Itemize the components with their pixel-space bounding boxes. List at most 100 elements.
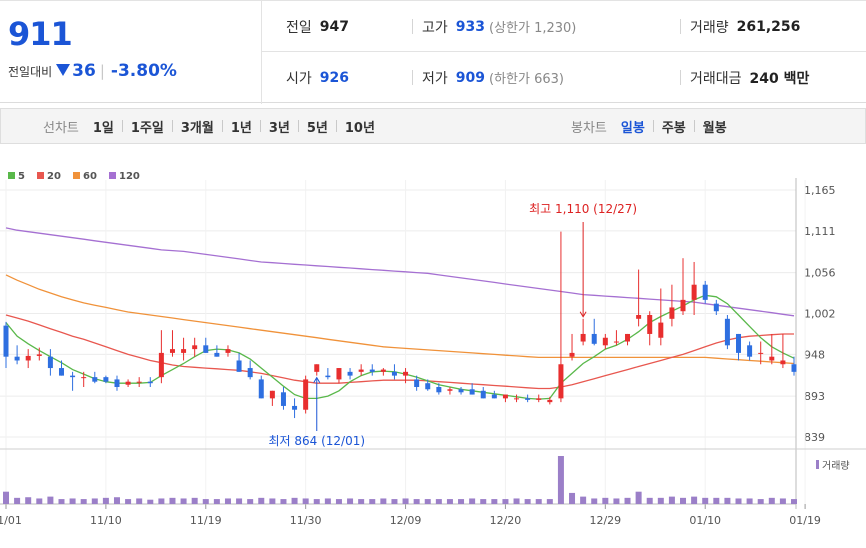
current-price: 911 — [8, 15, 73, 53]
volume-bar — [80, 499, 87, 504]
volume-bar — [424, 499, 431, 504]
change-value: 36 — [72, 61, 96, 81]
period-toolbar: 선차트 1일 1주일 3개월 1년 3년 5년 10년 봉차트 일봉 주봉 월봉 — [0, 108, 866, 144]
x-tick-label: 01/19 — [789, 514, 821, 527]
legend-swatch — [109, 172, 116, 179]
volume-bar — [113, 497, 120, 504]
candle-body — [425, 383, 431, 390]
volume-bar — [569, 492, 576, 504]
volume-bar — [446, 499, 453, 504]
candle-body — [658, 322, 664, 338]
x-tick-label: 11/30 — [290, 514, 322, 527]
volume-bar — [169, 497, 176, 504]
volume-bar — [47, 496, 54, 504]
volume-bar — [657, 497, 664, 504]
volume-bar — [458, 499, 465, 504]
candle-body — [380, 369, 386, 372]
volume-bar — [69, 498, 76, 504]
candle-daily[interactable]: 일봉 — [620, 120, 645, 136]
legend-swatch — [73, 172, 80, 179]
volume-bar — [513, 498, 520, 504]
volume-bar — [480, 499, 487, 504]
candle-body — [436, 386, 442, 393]
volume-bar — [635, 491, 642, 504]
y-tick-label: 1,056 — [804, 267, 836, 280]
divider — [412, 19, 413, 34]
amount-value: 240 백만 — [749, 70, 810, 87]
candle-body — [558, 364, 564, 399]
volume-bar — [591, 498, 598, 504]
candle-body — [269, 390, 275, 399]
period-5y[interactable]: 5년 — [306, 120, 328, 136]
candle-body — [114, 379, 120, 387]
quote-row-2: 시가 926 저가 909 (하한가 663) 거래대금 240 백만 — [262, 52, 866, 103]
x-tick-label: 01/10 — [689, 514, 721, 527]
candle-body — [169, 349, 175, 353]
volume-legend-swatch — [816, 460, 819, 469]
period-10y[interactable]: 10년 — [344, 120, 375, 136]
candle-body — [236, 360, 242, 372]
legend-label: 5 — [18, 171, 25, 182]
volume-bar — [291, 497, 298, 504]
candle-body — [280, 392, 286, 406]
volume-bar — [535, 499, 542, 504]
legend-swatch — [37, 172, 44, 179]
volume-bar — [502, 499, 509, 504]
volume-bar — [524, 499, 531, 504]
prev-close: 전일 947 — [286, 1, 349, 52]
candle-body — [625, 333, 631, 342]
candle-body — [791, 364, 797, 372]
volume-bar — [469, 498, 476, 504]
volume-bar — [191, 497, 198, 504]
candle-body — [92, 377, 98, 382]
candle-monthly[interactable]: 월봉 — [702, 120, 727, 136]
ma20-line — [5, 314, 794, 390]
period-1d[interactable]: 1일 — [92, 120, 114, 136]
volume-bar — [180, 498, 187, 504]
volume-bar — [224, 498, 231, 504]
low-annotation: 최저 864 (12/01) — [268, 434, 365, 448]
candle-body — [125, 381, 131, 385]
volume-bar — [102, 497, 109, 504]
price-summary: 911 전일대비 36 | -3.80% — [0, 1, 262, 104]
volume-bar — [746, 498, 753, 504]
line-chart-periods: 선차트 1일 1주일 3개월 1년 3년 5년 10년 — [43, 109, 375, 143]
volume-bar — [136, 498, 143, 504]
candle-body — [702, 284, 708, 300]
low-label: 저가 — [422, 70, 448, 87]
candle-body — [47, 356, 53, 369]
volume-bar — [324, 498, 331, 504]
period-1w[interactable]: 1주일 — [130, 120, 164, 136]
period-3y[interactable]: 3년 — [268, 120, 290, 136]
volume-bar — [369, 499, 376, 504]
period-1y[interactable]: 1년 — [230, 120, 252, 136]
upper-limit: (상한가 1,230) — [489, 21, 577, 36]
volume-bar — [768, 497, 775, 504]
ma120-line — [5, 227, 795, 317]
candle-body — [247, 368, 253, 378]
volume-bar — [391, 499, 398, 504]
y-tick-label: 1,002 — [804, 308, 836, 321]
volume-bar — [713, 497, 720, 504]
legend-swatch — [8, 172, 15, 179]
y-tick-label: 839 — [804, 431, 825, 444]
period-3m[interactable]: 3개월 — [180, 120, 214, 136]
candle-body — [636, 315, 642, 319]
ma60-line — [5, 274, 795, 365]
volume-bar — [147, 499, 154, 504]
candle-body — [303, 379, 309, 410]
high-label: 고가 — [422, 19, 448, 36]
candle-body — [736, 333, 742, 353]
candle-body — [724, 318, 730, 346]
candle-body — [613, 341, 619, 343]
volume-label: 거래량 — [690, 19, 729, 36]
x-tick-label: 11/19 — [190, 514, 222, 527]
high-value: 933 — [455, 18, 485, 35]
candle-weekly[interactable]: 주봉 — [661, 120, 686, 136]
volume-bar — [269, 498, 276, 504]
x-tick-label: 12/09 — [390, 514, 422, 527]
volume-bar — [580, 496, 587, 504]
down-triangle-icon — [56, 64, 71, 76]
volume-bar — [36, 498, 43, 504]
volume-bar — [680, 497, 687, 504]
